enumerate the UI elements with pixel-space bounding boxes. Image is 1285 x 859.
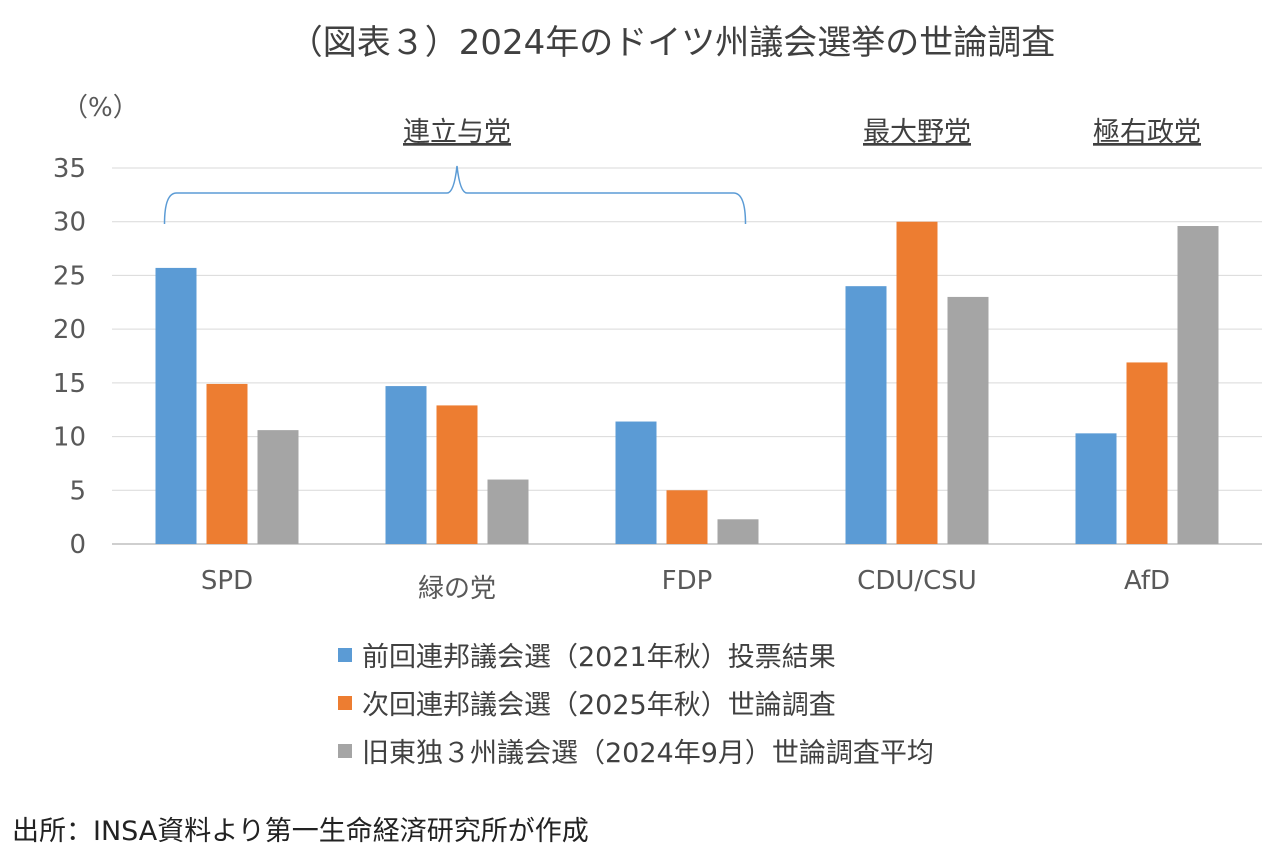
legend-swatch-1 [338, 648, 352, 662]
bar-AfD-series-2 [1126, 362, 1168, 544]
y-unit-label: （%） [62, 93, 139, 123]
bar-FDP-series-1 [615, 421, 657, 544]
y-tick-label-5: 5 [69, 476, 86, 506]
category-label-2: 緑の党 [418, 574, 496, 604]
gridlines [112, 167, 1262, 545]
bar-CDUCSU-series-2 [896, 221, 938, 544]
legend-label-3: 旧東独３州議会選（2024年9月）世論調査平均 [362, 738, 934, 769]
y-tick-label-0: 0 [69, 530, 86, 560]
group-labels: 連立与党 最大野党 極右政党 [163, 117, 1201, 225]
bar-FDP-series-2 [666, 490, 708, 544]
legend-label-1: 前回連邦議会選（2021年秋）投票結果 [362, 642, 836, 673]
category-labels: SPD 緑の党 FDP CDU/CSU AfD [201, 566, 1170, 604]
y-tick-label-20: 20 [53, 315, 86, 345]
y-tick-label-10: 10 [53, 423, 86, 453]
category-label-5: AfD [1124, 566, 1170, 596]
y-tick-labels: 0 5 10 15 20 25 30 35 [53, 154, 86, 560]
bar-CDUCSU-series-1 [845, 286, 887, 544]
category-label-1: SPD [201, 566, 253, 596]
legend-swatch-2 [338, 696, 352, 710]
bar-AfD-series-3 [1177, 226, 1219, 545]
bar--series-2 [436, 405, 478, 544]
category-label-4: CDU/CSU [857, 566, 977, 596]
bars [155, 221, 1219, 545]
y-tick-label-15: 15 [53, 369, 86, 399]
bar-SPD-series-3 [257, 430, 299, 544]
category-label-3: FDP [662, 566, 713, 596]
group-label-3: 極右政党 [1093, 117, 1201, 148]
bar-SPD-series-2 [206, 383, 248, 544]
bar-FDP-series-3 [717, 519, 759, 544]
group-label-1: 連立与党 [403, 117, 511, 148]
legend-label-2: 次回連邦議会選（2025年秋）世論調査 [362, 690, 836, 721]
y-tick-label-30: 30 [53, 208, 86, 238]
source-note: 出所：INSA資料より第一生命経済研究所が作成 [12, 816, 589, 847]
chart-title: （図表３）2024年のドイツ州議会選挙の世論調査 [289, 23, 1056, 63]
y-tick-label-35: 35 [53, 154, 86, 184]
bar-SPD-series-1 [155, 267, 197, 544]
bar-CDUCSU-series-3 [947, 296, 989, 544]
group-bracket-1 [163, 165, 747, 225]
bar--series-3 [487, 479, 529, 544]
legend-swatch-3 [338, 744, 352, 758]
y-tick-label-25: 25 [53, 261, 86, 291]
bar-AfD-series-1 [1075, 433, 1117, 544]
legend: 前回連邦議会選（2021年秋）投票結果次回連邦議会選（2025年秋）世論調査旧東… [338, 642, 934, 769]
bar--series-1 [385, 386, 427, 544]
group-label-2: 最大野党 [863, 117, 971, 148]
